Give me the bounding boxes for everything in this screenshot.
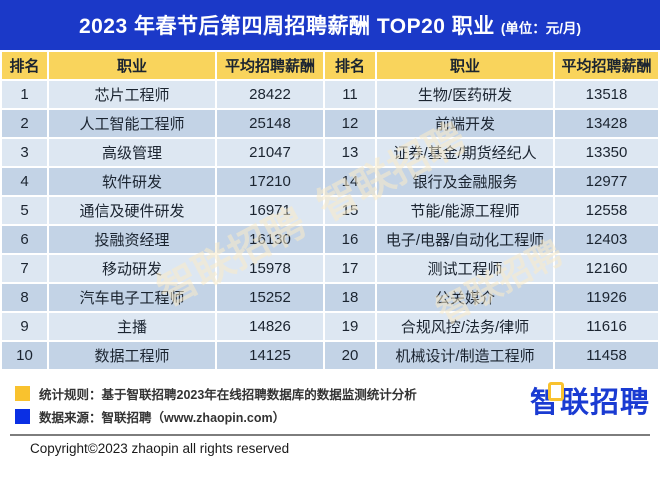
job-cell: 测试工程师 <box>377 255 553 282</box>
rank-cell: 10 <box>2 342 47 369</box>
legend: 统计规则：基于智联招聘2023年在线招聘数据库的数据监测统计分析 数据来源：智联… <box>15 384 417 430</box>
salary-cell: 13350 <box>555 139 658 166</box>
job-cell: 高级管理 <box>49 139 215 166</box>
job-cell: 投融资经理 <box>49 226 215 253</box>
table-row: 1 芯片工程师 28422 11 生物/医药研发 13518 <box>2 81 658 108</box>
table-row: 3 高级管理 21047 13 证券/基金/期货经纪人 13350 <box>2 139 658 166</box>
table-row: 7 移动研发 15978 17 测试工程师 12160 <box>2 255 658 282</box>
table-row: 6 投融资经理 16130 16 电子/电器/自动化工程师 12403 <box>2 226 658 253</box>
job-cell: 电子/电器/自动化工程师 <box>377 226 553 253</box>
job-cell: 芯片工程师 <box>49 81 215 108</box>
job-cell: 主播 <box>49 313 215 340</box>
job-cell: 移动研发 <box>49 255 215 282</box>
job-cell: 软件研发 <box>49 168 215 195</box>
header-salary-left: 平均招聘薪酬 <box>217 52 323 79</box>
rank-cell: 5 <box>2 197 47 224</box>
title-bar: 2023 年春节后第四周招聘薪酬 TOP20 职业 (单位：元/月) <box>0 0 660 50</box>
table-row: 5 通信及硬件研发 16971 15 节能/能源工程师 12558 <box>2 197 658 224</box>
footer: 统计规则：基于智联招聘2023年在线招聘数据库的数据监测统计分析 数据来源：智联… <box>0 371 660 466</box>
legend-rules-text: 统计规则：基于智联招聘2023年在线招聘数据库的数据监测统计分析 <box>39 388 417 402</box>
salary-cell: 16971 <box>217 197 323 224</box>
rank-cell: 9 <box>2 313 47 340</box>
table-row: 4 软件研发 17210 14 银行及金融服务 12977 <box>2 168 658 195</box>
salary-cell: 12977 <box>555 168 658 195</box>
header-rank-right: 排名 <box>325 52 375 79</box>
job-cell: 银行及金融服务 <box>377 168 553 195</box>
zhaopin-logo-text: 智联招聘 <box>530 379 650 421</box>
footer-divider <box>10 434 650 436</box>
rank-cell: 11 <box>325 81 375 108</box>
salary-cell: 14125 <box>217 342 323 369</box>
yellow-swatch-icon <box>15 386 30 401</box>
rank-cell: 12 <box>325 110 375 137</box>
rank-cell: 18 <box>325 284 375 311</box>
salary-cell: 11616 <box>555 313 658 340</box>
salary-cell: 13428 <box>555 110 658 137</box>
rank-cell: 3 <box>2 139 47 166</box>
table-row: 8 汽车电子工程师 15252 18 公关媒介 11926 <box>2 284 658 311</box>
rank-cell: 4 <box>2 168 47 195</box>
table-header-row: 排名 职业 平均招聘薪酬 排名 职业 平均招聘薪酬 <box>2 52 658 79</box>
table-row: 9 主播 14826 19 合规风控/法务/律师 11616 <box>2 313 658 340</box>
salary-cell: 12403 <box>555 226 658 253</box>
header-salary-right: 平均招聘薪酬 <box>555 52 658 79</box>
job-cell: 生物/医药研发 <box>377 81 553 108</box>
job-cell: 机械设计/制造工程师 <box>377 342 553 369</box>
salary-cell: 14826 <box>217 313 323 340</box>
job-cell: 公关媒介 <box>377 284 553 311</box>
header-rank-left: 排名 <box>2 52 47 79</box>
job-cell: 前端开发 <box>377 110 553 137</box>
rank-cell: 1 <box>2 81 47 108</box>
rank-cell: 13 <box>325 139 375 166</box>
salary-cell: 11458 <box>555 342 658 369</box>
salary-cell: 15978 <box>217 255 323 282</box>
header-job-right: 职业 <box>377 52 553 79</box>
rank-cell: 16 <box>325 226 375 253</box>
salary-cell: 17210 <box>217 168 323 195</box>
zhaopin-logo: 智联招聘 <box>530 379 650 421</box>
rank-cell: 15 <box>325 197 375 224</box>
page-title: 2023 年春节后第四周招聘薪酬 TOP20 职业 <box>78 15 495 38</box>
salary-cell: 12558 <box>555 197 658 224</box>
job-cell: 汽车电子工程师 <box>49 284 215 311</box>
salary-cell: 13518 <box>555 81 658 108</box>
salary-cell: 25148 <box>217 110 323 137</box>
rank-cell: 2 <box>2 110 47 137</box>
job-cell: 合规风控/法务/律师 <box>377 313 553 340</box>
title-unit-label: (单位：元/月) <box>500 20 582 36</box>
table-row: 2 人工智能工程师 25148 12 前端开发 13428 <box>2 110 658 137</box>
rank-cell: 7 <box>2 255 47 282</box>
job-cell: 人工智能工程师 <box>49 110 215 137</box>
legend-row-rules: 统计规则：基于智联招聘2023年在线招聘数据库的数据监测统计分析 <box>15 384 417 403</box>
salary-cell: 28422 <box>217 81 323 108</box>
table-row: 10 数据工程师 14125 20 机械设计/制造工程师 11458 <box>2 342 658 369</box>
blue-swatch-icon <box>15 409 30 424</box>
job-cell: 节能/能源工程师 <box>377 197 553 224</box>
salary-cell: 16130 <box>217 226 323 253</box>
salary-cell: 12160 <box>555 255 658 282</box>
job-cell: 证券/基金/期货经纪人 <box>377 139 553 166</box>
rank-cell: 19 <box>325 313 375 340</box>
rank-cell: 17 <box>325 255 375 282</box>
rank-cell: 20 <box>325 342 375 369</box>
header-job-left: 职业 <box>49 52 215 79</box>
salary-cell: 11926 <box>555 284 658 311</box>
salary-cell: 15252 <box>217 284 323 311</box>
job-cell: 通信及硬件研发 <box>49 197 215 224</box>
legend-row-source: 数据来源：智联招聘（www.zhaopin.com） <box>15 407 417 426</box>
rank-cell: 6 <box>2 226 47 253</box>
legend-source-text: 数据来源：智联招聘（www.zhaopin.com） <box>39 411 286 425</box>
rank-cell: 8 <box>2 284 47 311</box>
salary-cell: 21047 <box>217 139 323 166</box>
copyright-text: Copyright©2023 zhaopin all rights reserv… <box>30 441 290 456</box>
job-cell: 数据工程师 <box>49 342 215 369</box>
salary-table: 排名 职业 平均招聘薪酬 排名 职业 平均招聘薪酬 1 芯片工程师 28422 … <box>0 50 660 371</box>
rank-cell: 14 <box>325 168 375 195</box>
